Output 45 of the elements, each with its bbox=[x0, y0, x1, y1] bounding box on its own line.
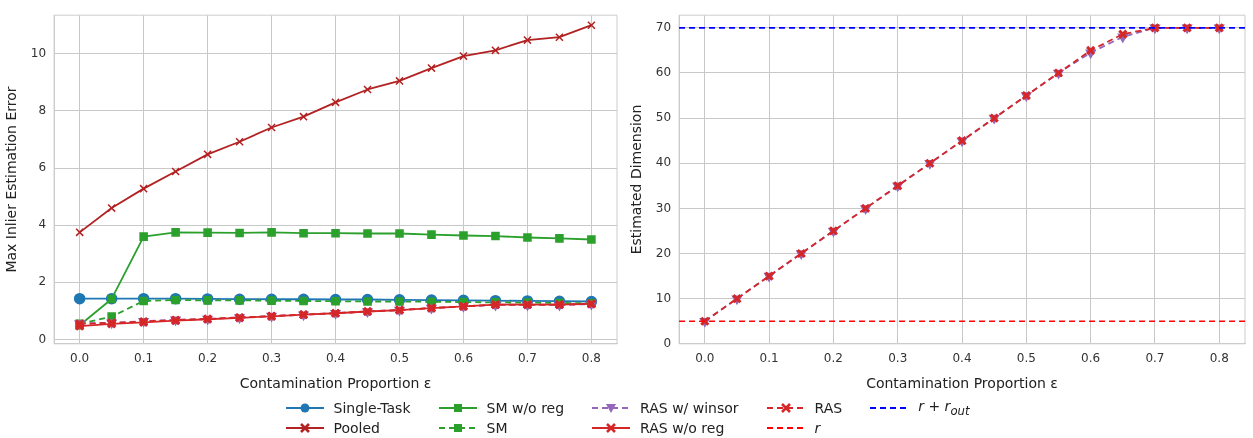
y-tick-label: 50 bbox=[655, 110, 672, 125]
y-axis-title: Estimated Dimension bbox=[628, 104, 645, 255]
legend-label: RAS w/ winsor bbox=[640, 400, 739, 416]
x-tick-label: 0.5 bbox=[1016, 351, 1036, 366]
y-tick-label: 30 bbox=[655, 200, 672, 215]
x-tick-label: 0.3 bbox=[262, 351, 282, 366]
y-tick-label: 6 bbox=[38, 160, 47, 175]
x-tick-label: 0.7 bbox=[1145, 351, 1165, 366]
legend-label: Pooled bbox=[333, 420, 380, 436]
legend-label: SM w/o reg bbox=[486, 400, 565, 416]
y-tick-label: 0 bbox=[663, 335, 672, 350]
y-tick-label: 40 bbox=[655, 155, 672, 170]
y-tick-label: 10 bbox=[655, 290, 672, 305]
x-axis-title: Contamination Proportion ε bbox=[866, 375, 1058, 392]
x-tick-label: 0.6 bbox=[1081, 351, 1101, 366]
y-axis-title: Max Inlier Estimation Error bbox=[3, 86, 20, 273]
x-tick-label: 0.5 bbox=[389, 351, 410, 366]
x-tick-label: 0.2 bbox=[823, 351, 843, 366]
x-tick-label: 0.3 bbox=[888, 351, 908, 366]
y-tick-label: 10 bbox=[30, 45, 47, 60]
x-tick-label: 0.8 bbox=[1209, 351, 1229, 366]
legend-label: RAS w/o reg bbox=[640, 420, 725, 436]
x-tick-label: 0.2 bbox=[198, 351, 218, 366]
x-tick-label: 0.4 bbox=[325, 351, 346, 366]
x-axis-title: Contamination Proportion ε bbox=[239, 375, 432, 392]
legend-label: RAS bbox=[814, 400, 843, 416]
legend-label: r bbox=[814, 420, 821, 436]
y-tick-label: 70 bbox=[655, 19, 672, 34]
x-tick-label: 0.7 bbox=[517, 351, 537, 366]
y-tick-label: 20 bbox=[655, 245, 672, 260]
y-tick-label: 2 bbox=[38, 274, 47, 289]
x-tick-label: 0.0 bbox=[70, 351, 90, 366]
x-tick-label: 0.4 bbox=[952, 351, 972, 366]
x-tick-label: 0.1 bbox=[134, 351, 154, 366]
y-tick-label: 4 bbox=[38, 217, 47, 232]
x-tick-label: 0.6 bbox=[453, 351, 474, 366]
legend-label: Single-Task bbox=[333, 400, 411, 416]
x-tick-label: 0.1 bbox=[759, 351, 779, 366]
y-tick-label: 8 bbox=[38, 103, 47, 118]
y-tick-label: 60 bbox=[655, 65, 672, 80]
legend-label: r + r$_{out}$ bbox=[918, 398, 970, 418]
y-tick-label: 0 bbox=[38, 331, 47, 346]
legend-label: SM bbox=[486, 420, 508, 436]
x-tick-label: 0.8 bbox=[581, 351, 601, 366]
x-tick-label: 0.0 bbox=[695, 351, 715, 366]
